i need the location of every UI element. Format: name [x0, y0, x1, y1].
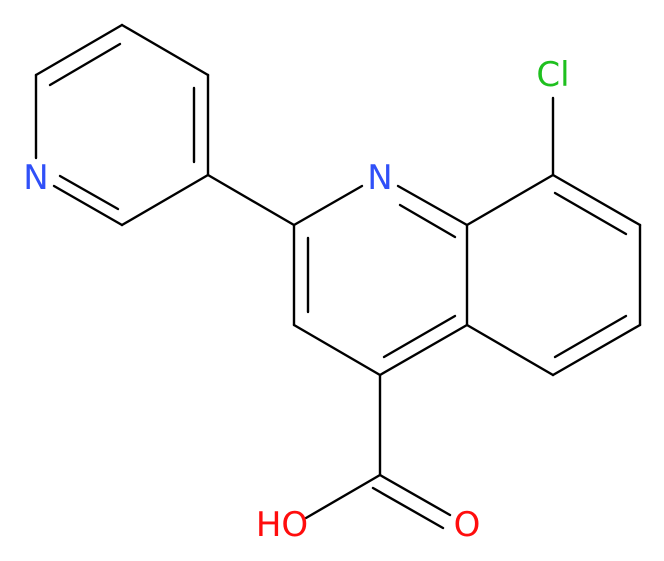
bonds	[34, 23, 642, 530]
atom-label: N	[367, 158, 392, 198]
atom-label: Cl	[536, 55, 569, 95]
atom-label: N	[23, 158, 48, 198]
atom-label: HO	[256, 505, 308, 545]
atom-label: O	[454, 505, 481, 545]
